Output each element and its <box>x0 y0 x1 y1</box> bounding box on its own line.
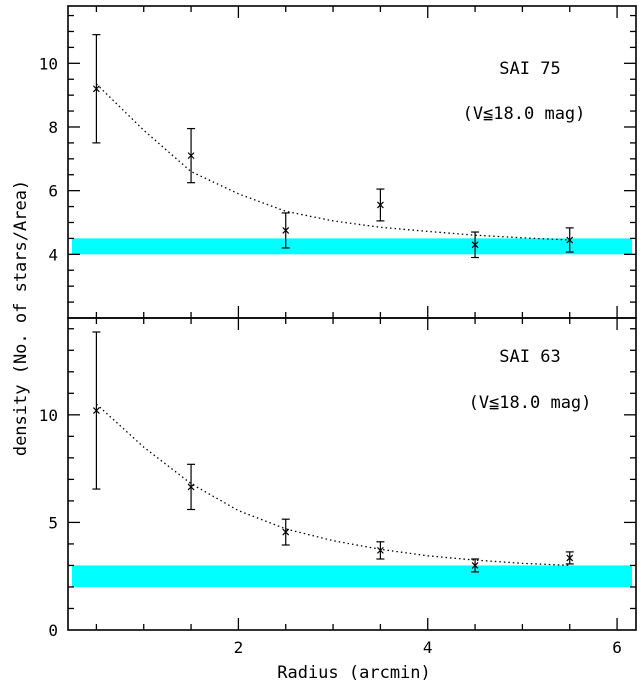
top-data-point <box>282 227 290 234</box>
bottom-data-point <box>376 546 384 554</box>
x-tick-label: 6 <box>612 638 622 657</box>
bottom-data-point <box>471 562 479 569</box>
top-panel-frame <box>67 5 637 319</box>
top-fit-curve <box>95 83 570 241</box>
bottom-fit-curve <box>95 403 570 567</box>
bottom-panel-cluster-label: SAI 63 <box>499 347 560 367</box>
bottom-panel-magnitude-limit: (V≦18.0 mag) <box>469 393 592 413</box>
bottom-y-tick-label: 5 <box>48 513 58 532</box>
plot-layer: 4 6 8 10 0 5 10 2 4 6 <box>39 6 636 657</box>
x-axis-label: Radius (arcmin) <box>277 663 431 683</box>
top-data-point <box>187 152 195 160</box>
bottom-data-point <box>187 483 195 491</box>
bottom-background-band <box>72 565 632 587</box>
bottom-y-tick-label: 10 <box>39 406 58 425</box>
x-tick-label: 4 <box>423 638 433 657</box>
y-axis-label: density (No. of stars/Area) <box>11 180 31 456</box>
bottom-data-point <box>282 528 290 536</box>
top-y-tick-label: 10 <box>39 54 58 73</box>
top-panel-magnitude-limit: (V≦18.0 mag) <box>463 104 586 124</box>
top-data-point <box>471 241 479 249</box>
bottom-data-point <box>566 554 574 562</box>
top-y-tick-label: 4 <box>48 245 58 264</box>
top-data-point <box>566 236 574 244</box>
top-data-point <box>92 85 100 93</box>
top-y-tick-label: 6 <box>48 182 58 201</box>
top-panel-cluster-label: SAI 75 <box>499 59 560 79</box>
top-background-band <box>72 238 632 255</box>
x-tick-label: 2 <box>234 638 244 657</box>
top-data-point <box>376 201 384 209</box>
top-y-tick-label: 8 <box>48 118 58 137</box>
bottom-panel-frame <box>67 317 637 631</box>
bottom-y-tick-label: 0 <box>48 621 58 640</box>
bottom-data-point <box>92 407 100 414</box>
